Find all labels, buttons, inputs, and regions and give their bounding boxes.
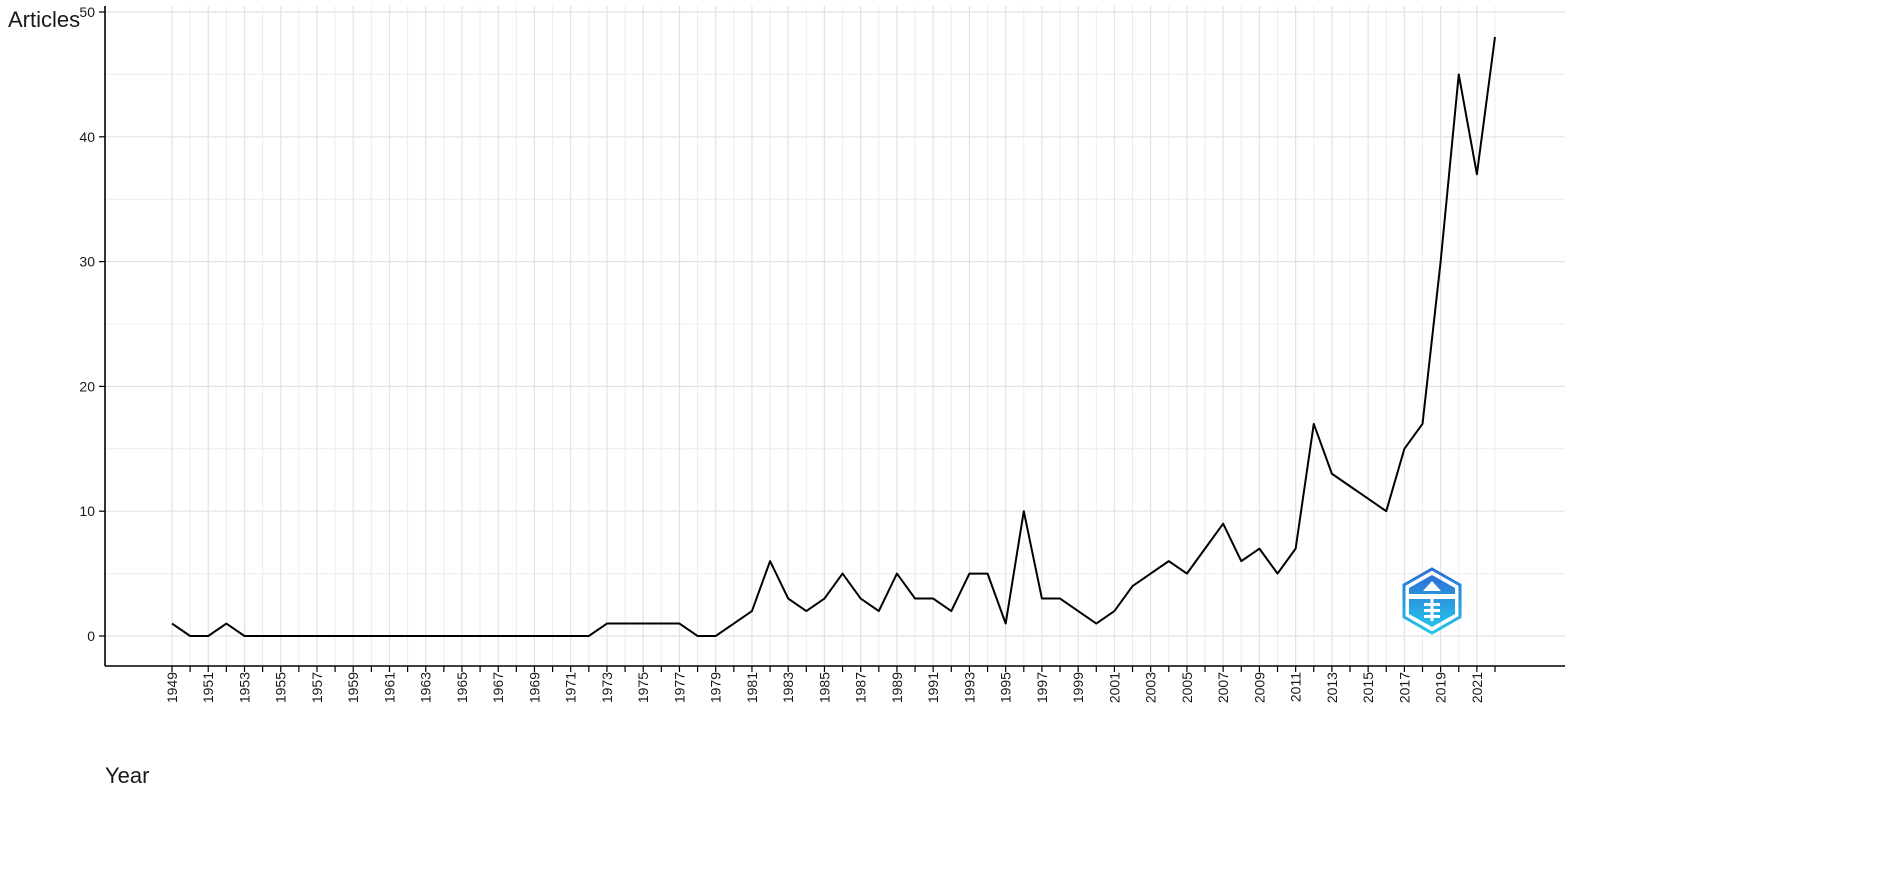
x-tick-label: 1985 (816, 672, 832, 703)
x-tick-label: 1969 (526, 672, 542, 703)
x-tick-label: 1959 (345, 672, 361, 703)
x-tick-label: 1981 (744, 672, 760, 703)
axes (104, 6, 1565, 667)
x-tick-label: 1957 (309, 672, 325, 703)
x-axis-ticks: 1949 1951 1953 1955 1957 1959 1961 1963 1965 1967… (164, 666, 1496, 703)
x-tick-label: 1961 (381, 672, 397, 703)
y-axis-title: Articles (8, 7, 80, 32)
watermark-logo (1402, 567, 1462, 635)
x-tick-label: 1995 (998, 672, 1014, 703)
x-tick-label: 1975 (635, 672, 651, 703)
x-tick-label: 1951 (200, 672, 216, 703)
x-tick-label: 2011 (1288, 672, 1304, 702)
series-points (171, 36, 1496, 637)
x-tick-label: 2007 (1215, 672, 1231, 703)
x-tick-label: 1949 (164, 672, 180, 703)
grid-lines (105, 6, 1565, 666)
x-tick-label: 2017 (1396, 672, 1412, 703)
x-tick-label: 2019 (1433, 672, 1449, 703)
x-tick-label: 1965 (454, 672, 470, 703)
y-tick-label: 50 (79, 4, 95, 20)
x-tick-label: 1971 (563, 672, 579, 703)
x-tick-label: 1993 (961, 672, 977, 703)
x-tick-label: 1991 (925, 672, 941, 703)
y-tick-label: 40 (79, 129, 95, 145)
x-tick-label: 1983 (780, 672, 796, 703)
y-tick-label: 0 (87, 628, 95, 644)
x-tick-label: 1989 (889, 672, 905, 703)
x-axis-title: Year (105, 763, 149, 788)
x-tick-label: 1999 (1070, 672, 1086, 703)
articles-series-line (171, 36, 1496, 637)
x-tick-label: 1979 (708, 672, 724, 703)
x-tick-label: 1987 (853, 672, 869, 703)
x-tick-label: 2001 (1106, 672, 1122, 703)
x-tick-label: 2009 (1251, 672, 1267, 703)
x-tick-label: 1955 (273, 672, 289, 703)
x-tick-label: 2015 (1360, 672, 1376, 703)
x-tick-label: 1963 (418, 672, 434, 703)
x-tick-label: 2003 (1143, 672, 1159, 703)
x-tick-label: 2021 (1469, 672, 1485, 703)
y-tick-label: 30 (79, 254, 95, 270)
y-tick-label: 20 (79, 378, 95, 394)
x-tick-label: 1973 (599, 672, 615, 703)
x-tick-label: 1967 (490, 672, 506, 703)
y-axis-ticks: 0 10 20 30 40 50 (79, 4, 105, 644)
x-tick-label: 1953 (236, 672, 252, 703)
x-tick-label: 2013 (1324, 672, 1340, 703)
y-tick-label: 10 (79, 503, 95, 519)
x-tick-label: 1977 (671, 672, 687, 703)
x-tick-label: 1997 (1034, 672, 1050, 703)
x-tick-label: 2005 (1179, 672, 1195, 703)
